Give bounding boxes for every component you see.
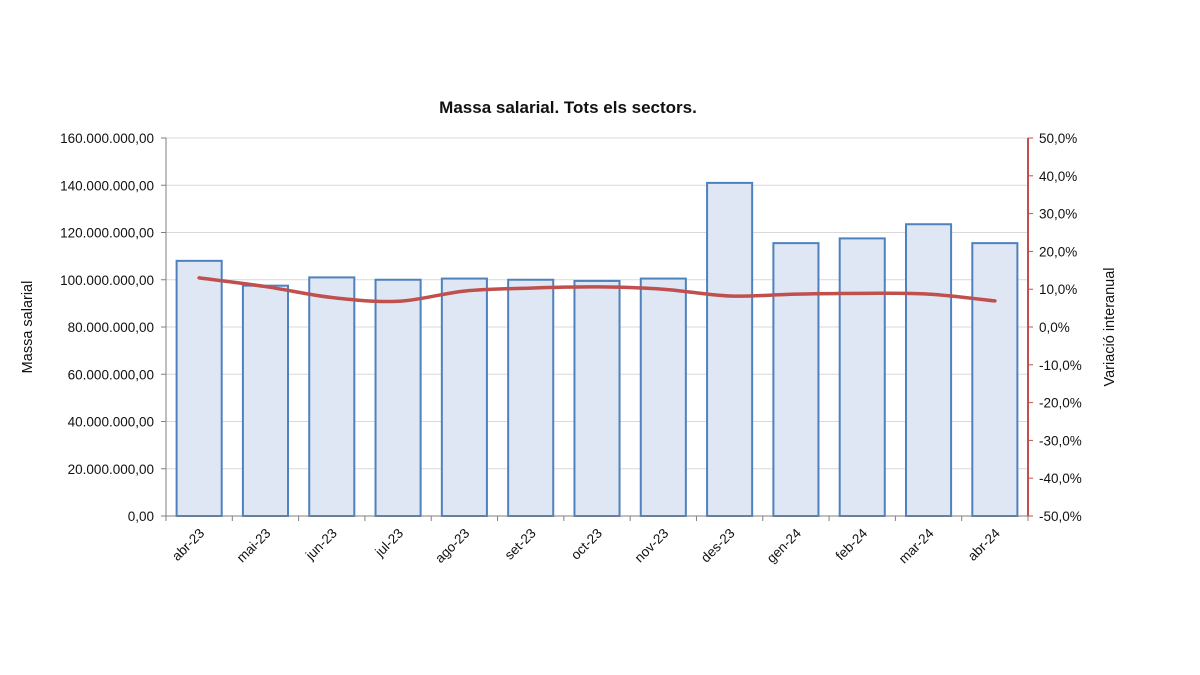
x-axis-ticks: abr-23 mai-23 jun-23 jul-23 ago-23 set-23 oct-… [165,516,1029,566]
y-tick-label: 0,00 [128,509,154,524]
x-tick-label: ago-23 [432,526,472,566]
y2-tick-label: -10,0% [1039,358,1082,373]
x-tick-label: abr-23 [169,526,207,564]
x-tick-label: abr-24 [965,525,1004,564]
y-tick-label: 80.000.000,00 [68,320,154,335]
line-series [197,276,997,304]
x-tick-label: jul-23 [372,526,407,561]
bar [904,223,953,517]
y-tick-label: 100.000.000,00 [60,273,154,288]
y2-tick-label: 30,0% [1039,207,1077,222]
x-tick-label: mai-23 [234,526,274,566]
x-tick-label: nov-23 [632,526,672,566]
bar [440,277,488,517]
y2-tick-label: -50,0% [1039,509,1082,524]
bar [573,279,621,517]
y2-tick-label: 20,0% [1039,244,1077,259]
bar [639,277,687,517]
y-axis-label: Massa salarial [20,281,36,374]
y2-tick-label: 0,0% [1039,320,1070,335]
x-tick-label: jun-23 [302,526,340,564]
right-axis-ticks: -50,0% -40,0% -30,0% -20,0% -10,0% 0,0% 10,0% 2… [1028,131,1082,524]
bar [971,242,1019,517]
y-tick-label: 40.000.000,00 [68,415,154,430]
y2-tick-label: 40,0% [1039,169,1077,184]
y2-tick-label: -20,0% [1039,396,1082,411]
x-tick-label: set-23 [502,526,539,563]
x-tick-label: oct-23 [568,526,605,563]
y2-tick-label: 50,0% [1039,131,1077,146]
y2-axis-label: Variació interanual [1102,267,1118,386]
x-tick-label: gen-24 [764,525,805,566]
y2-tick-label: -30,0% [1039,433,1082,448]
bar [838,237,886,517]
x-tick-label: des-23 [698,526,738,566]
bar [374,278,422,517]
bar [772,242,820,517]
left-axis-ticks: 0,00 20.000.000,00 40.000.000,00 60.000.000… [60,131,166,524]
x-tick-label: feb-24 [833,525,871,563]
y-tick-label: 140.000.000,00 [60,178,154,193]
bar-series [175,181,1019,518]
y-tick-label: 60.000.000,00 [68,367,154,382]
bar [175,259,223,517]
x-tick-label: mar-24 [896,525,937,566]
y-tick-label: 120.000.000,00 [60,226,154,241]
bar [241,284,290,517]
chart-title: Massa salarial. Tots els sectors. [439,98,697,117]
y-tick-label: 20.000.000,00 [68,462,154,477]
bar [308,276,356,518]
y2-tick-label: 10,0% [1039,282,1077,297]
y-tick-label: 160.000.000,00 [60,131,154,146]
bar [706,181,754,517]
variation-line [197,276,997,304]
bar [507,278,555,517]
y2-tick-label: -40,0% [1039,471,1082,486]
